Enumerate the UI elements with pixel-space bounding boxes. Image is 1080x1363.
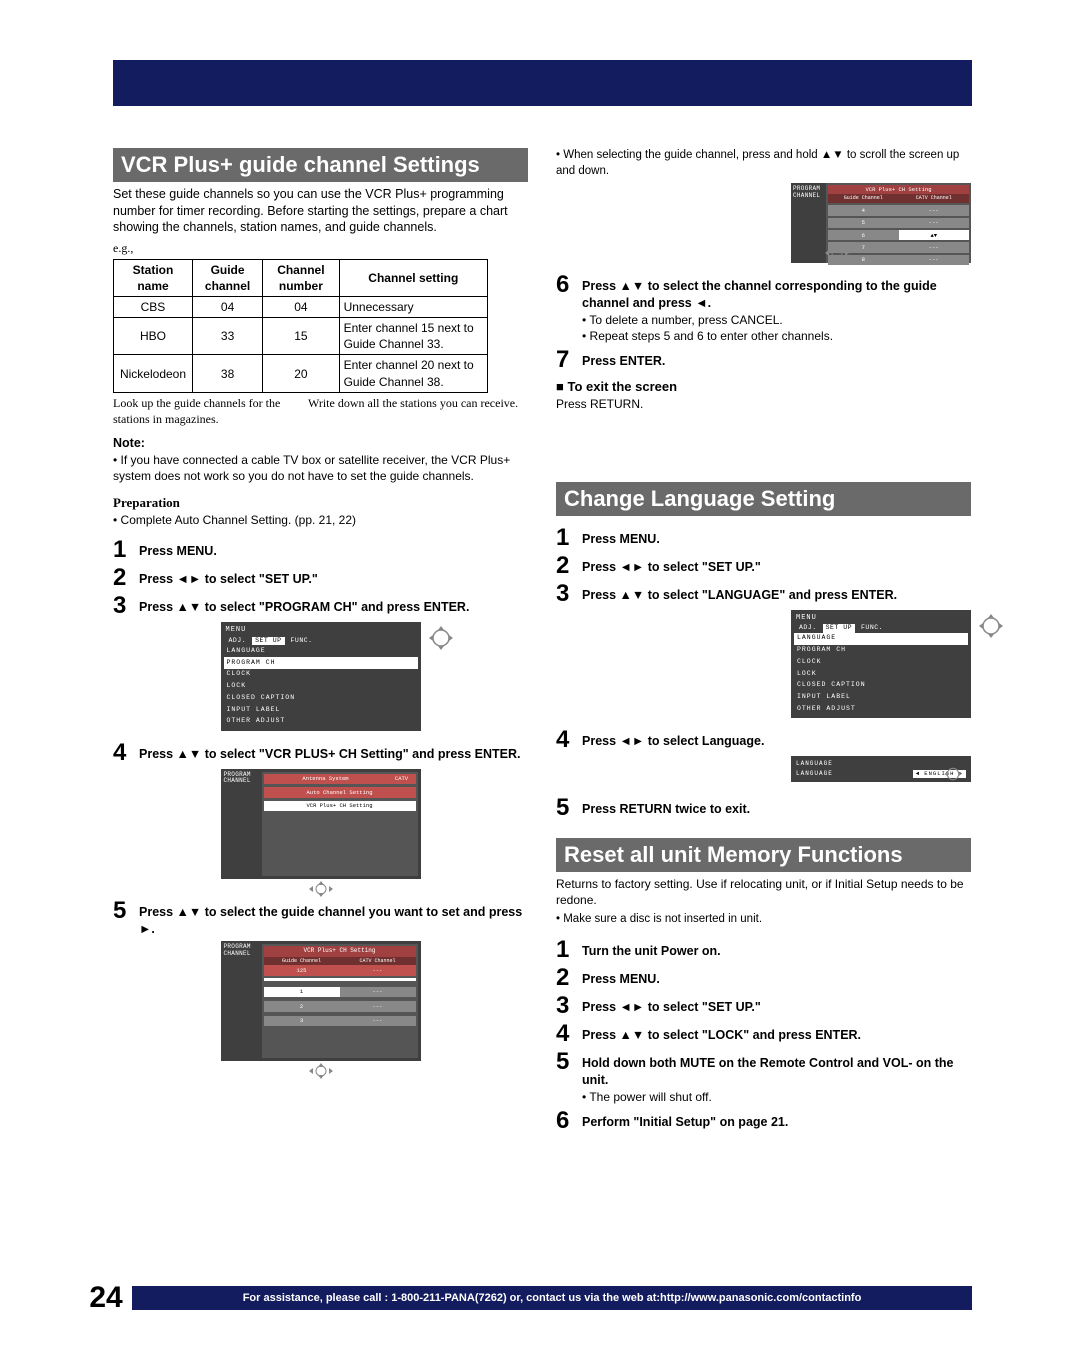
s2-step3: Press ▲▼ to select "LANGUAGE" and press … <box>582 582 897 606</box>
menu-tab-adj: ADJ. <box>226 637 250 646</box>
step-num: 4 <box>556 1022 582 1046</box>
exit-body: Press RETURN. <box>556 396 971 412</box>
prep-body: • Complete Auto Channel Setting. (pp. 21… <box>113 512 528 528</box>
menu-item: INPUT LABEL <box>224 704 418 716</box>
th-guide: Guide channel <box>192 259 262 296</box>
step6: Press ▲▼ to select the channel correspon… <box>582 273 971 344</box>
section2-steps-cont2: 5Press RETURN twice to exit. <box>556 796 971 820</box>
section1-steps-right: 6 Press ▲▼ to select the channel corresp… <box>556 273 971 372</box>
page-content: VCR Plus+ guide channel Settings Set the… <box>113 148 972 1137</box>
step-num: 5 <box>113 899 139 938</box>
step-num: 1 <box>556 526 582 550</box>
section3-steps: 1Turn the unit Power on. 2Press MENU. 3P… <box>556 938 971 1133</box>
section2-title: Change Language Setting <box>556 482 971 516</box>
s3-step2: Press MENU. <box>582 966 660 990</box>
nav-control-icon <box>425 624 457 652</box>
step4: Press ▲▼ to select "VCR PLUS+ CH Setting… <box>139 741 520 765</box>
menu-item: OTHER ADJUST <box>224 716 418 728</box>
step3: Press ▲▼ to select "PROGRAM CH" and pres… <box>139 594 469 618</box>
section1-steps: 1Press MENU. 2Press ◄► to select "SET UP… <box>113 538 528 618</box>
section2-steps: 1Press MENU. 2Press ◄► to select "SET UP… <box>556 526 971 606</box>
step-num: 4 <box>556 728 582 752</box>
scroll-note: • When selecting the guide channel, pres… <box>556 148 971 179</box>
top-banner <box>113 60 972 106</box>
table-footnotes: Look up the guide channels for the stati… <box>113 395 528 427</box>
footnote-left: Look up the guide channels for the stati… <box>113 395 308 427</box>
exit-title: To exit the screen <box>556 378 971 396</box>
section1-steps-cont2: 5Press ▲▼ to select the guide channel yo… <box>113 899 528 938</box>
vcrplus-ch-screenshot: PROGRAMCHANNEL VCR Plus+ CH Setting Guid… <box>221 941 421 1061</box>
menu-screenshot-lang: MENU ADJ. SET UP FUNC. LANGUAGE PROGRAM … <box>791 610 971 719</box>
th-station: Station name <box>114 259 193 296</box>
note-label: Note: <box>113 435 528 452</box>
section3-intro-sub: • Make sure a disc is not inserted in un… <box>556 912 971 928</box>
step2: Press ◄► to select "SET UP." <box>139 566 318 590</box>
th-chnum: Channel number <box>263 259 339 296</box>
step7: Press ENTER. <box>582 348 665 372</box>
step-num: 3 <box>113 594 139 618</box>
table-row: HBO 33 15 Enter channel 15 next to Guide… <box>114 318 488 355</box>
section1-intro: Set these guide channels so you can use … <box>113 186 528 237</box>
prep-label: Preparation <box>113 494 528 512</box>
menu-item: LANGUAGE <box>224 645 418 657</box>
menu-item: CLOCK <box>224 669 418 681</box>
s3-step4: Press ▲▼ to select "LOCK" and press ENTE… <box>582 1022 861 1046</box>
section3-intro: Returns to factory setting. Use if reloc… <box>556 876 971 908</box>
s3-step6: Perform "Initial Setup" on page 21. <box>582 1109 788 1133</box>
menu-item: LOCK <box>224 681 418 693</box>
menu-tab-setup: SET UP <box>252 637 284 646</box>
step-num: 2 <box>556 554 582 578</box>
table-row: CBS 04 04 Unnecessary <box>114 296 488 317</box>
th-chset: Channel setting <box>339 259 487 296</box>
page-footer: 24 For assistance, please call : 1-800-2… <box>80 1281 972 1315</box>
section2-steps-cont: 4Press ◄► to select Language. <box>556 728 971 752</box>
language-screenshot: LANGUAGE LANGUAGE◄ ENGLISH ► <box>791 756 971 782</box>
section3-title: Reset all unit Memory Functions <box>556 838 971 872</box>
step-num: 5 <box>556 796 582 820</box>
menu-item: CLOSED CAPTION <box>224 692 418 704</box>
menu-item: PROGRAM CH <box>224 657 418 669</box>
s2-step5: Press RETURN twice to exit. <box>582 796 750 820</box>
footnote-right: Write down all the stations you can rece… <box>308 395 528 427</box>
nav-control-icon <box>303 881 339 897</box>
section1-title: VCR Plus+ guide channel Settings <box>113 148 528 182</box>
note-body: • If you have connected a cable TV box o… <box>113 452 528 484</box>
step-num: 1 <box>113 538 139 562</box>
station-table: Station name Guide channel Channel numbe… <box>113 259 488 393</box>
s3-step1: Turn the unit Power on. <box>582 938 721 962</box>
menu-tab-func: FUNC. <box>288 637 316 646</box>
step-num: 7 <box>556 348 582 372</box>
step5: Press ▲▼ to select the guide channel you… <box>139 899 528 938</box>
page-number: 24 <box>80 1281 132 1315</box>
step-num: 6 <box>556 1109 582 1133</box>
eg-label: e.g., <box>113 240 528 256</box>
vcrplus-ch-small-screenshot: PROGRAMCHANNEL VCR Plus+ CH Setting Guid… <box>791 183 971 263</box>
menu-screenshot: MENU ADJ. SET UP FUNC. LANGUAGE PROGRAM … <box>221 622 421 731</box>
table-row: Nickelodeon 38 20 Enter channel 20 next … <box>114 355 488 392</box>
nav-control-icon <box>939 764 967 784</box>
step-num: 4 <box>113 741 139 765</box>
step-num: 3 <box>556 994 582 1018</box>
nav-control-icon <box>819 245 855 261</box>
s2-step2: Press ◄► to select "SET UP." <box>582 554 761 578</box>
menu-title: MENU <box>224 625 418 636</box>
step-num: 2 <box>113 566 139 590</box>
program-channel-screenshot: PROGRAMCHANNEL Antenna SystemCATV Auto C… <box>221 769 421 879</box>
step-num: 6 <box>556 273 582 344</box>
nav-control-icon <box>975 612 1007 640</box>
step-num: 5 <box>556 1050 582 1105</box>
left-column: VCR Plus+ guide channel Settings Set the… <box>113 148 528 1137</box>
step-num: 3 <box>556 582 582 606</box>
step-num: 1 <box>556 938 582 962</box>
s3-step3: Press ◄► to select "SET UP." <box>582 994 761 1018</box>
s2-step4: Press ◄► to select Language. <box>582 728 764 752</box>
footer-text: For assistance, please call : 1-800-211-… <box>132 1286 972 1310</box>
s2-step1: Press MENU. <box>582 526 660 550</box>
section1-steps-cont: 4Press ▲▼ to select "VCR PLUS+ CH Settin… <box>113 741 528 765</box>
step-num: 2 <box>556 966 582 990</box>
step1: Press MENU. <box>139 538 217 562</box>
right-column: • When selecting the guide channel, pres… <box>556 148 971 1137</box>
nav-control-icon <box>303 1063 339 1079</box>
s3-step5: Hold down both MUTE on the Remote Contro… <box>582 1050 971 1105</box>
